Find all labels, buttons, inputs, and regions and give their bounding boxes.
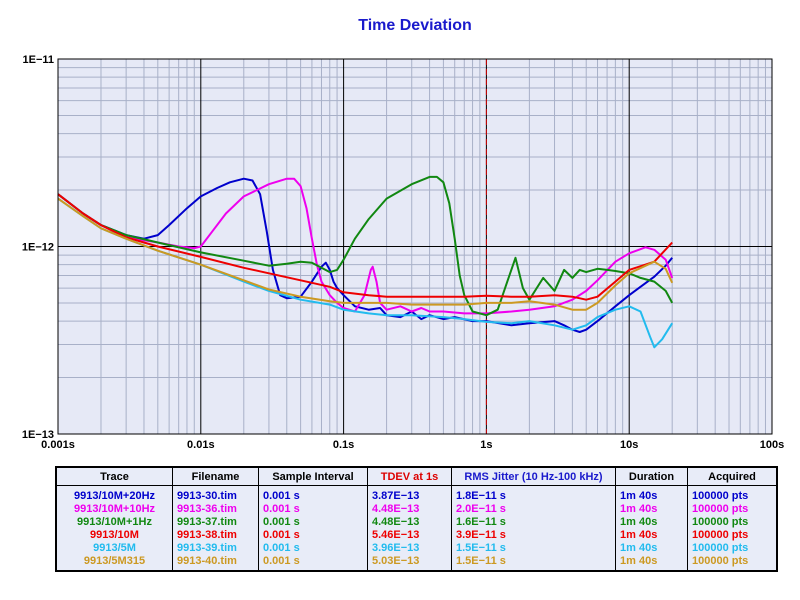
jitter-cell: 1.5E−11 s xyxy=(451,541,616,554)
trace-cell: 9913/10M+10Hz xyxy=(55,502,173,515)
legend-body: 9913/10M+20Hz 9913-30.tim 0.001 s 3.87E−13 1… xyxy=(55,485,778,571)
filename-cell: 9913-39.tim xyxy=(172,541,259,554)
acquired-cell: 100000 pts xyxy=(687,528,778,541)
jitter-cell: 1.8E−11 s xyxy=(451,485,616,502)
series-line-9913-5m315 xyxy=(57,197,674,311)
legend-header-cell: RMS Jitter (10 Hz-100 kHz) xyxy=(451,466,616,486)
x-tick-label: 100s xyxy=(760,439,784,451)
duration-cell: 1m 40s xyxy=(615,554,688,571)
duration-cell: 1m 40s xyxy=(615,502,688,515)
tdev-cell: 4.48E−13 xyxy=(367,515,452,528)
y-tick-label: 1E−13 xyxy=(22,429,54,441)
plot-border xyxy=(57,58,773,435)
jitter-cell: 3.9E−11 s xyxy=(451,528,616,541)
legend-row: 9913/10M+1Hz 9913-37.tim 0.001 s 4.48E−13 1.… xyxy=(55,515,778,528)
interval-cell: 0.001 s xyxy=(258,554,368,571)
acquired-cell: 100000 pts xyxy=(687,554,778,571)
filename-cell: 9913-37.tim xyxy=(172,515,259,528)
y-tick-label: 1E−12 xyxy=(22,242,54,254)
trace-cell: 9913/5M xyxy=(55,541,173,554)
interval-cell: 0.001 s xyxy=(258,528,368,541)
series-line-9913-10m-10hz xyxy=(57,177,674,315)
x-tick-label: 10s xyxy=(620,439,638,451)
acquired-cell: 100000 pts xyxy=(687,541,778,554)
filename-cell: 9913-36.tim xyxy=(172,502,259,515)
jitter-cell: 1.5E−11 s xyxy=(451,554,616,571)
trace-cell: 9913/10M xyxy=(55,528,173,541)
legend-header-cell: Filename xyxy=(172,466,259,486)
tdev-cell: 4.48E−13 xyxy=(367,502,452,515)
x-tick-label: 1s xyxy=(480,439,492,451)
y-tick-label: 1E−11 xyxy=(22,54,54,66)
duration-cell: 1m 40s xyxy=(615,485,688,502)
duration-cell: 1m 40s xyxy=(615,528,688,541)
x-tick-label: 0.01s xyxy=(187,439,215,451)
trace-cell: 9913/5M315 xyxy=(55,554,173,571)
acquired-cell: 100000 pts xyxy=(687,502,778,515)
series-line-9913-10m-1hz xyxy=(57,175,674,317)
interval-cell: 0.001 s xyxy=(258,541,368,554)
series-line-9913-10m xyxy=(57,193,673,301)
legend-row: 9913/10M+10Hz 9913-36.tim 0.001 s 4.48E−13 2… xyxy=(55,502,778,515)
trace-cell: 9913/10M+1Hz xyxy=(55,515,173,528)
duration-cell: 1m 40s xyxy=(615,515,688,528)
series-lines xyxy=(57,175,674,349)
legend-header-cell: TDEV at 1s xyxy=(367,466,452,486)
x-tick-label: 0.1s xyxy=(333,439,354,451)
legend-header-cell: Trace xyxy=(55,466,173,486)
filename-cell: 9913-30.tim xyxy=(172,485,259,502)
legend-row: 9913/10M 9913-38.tim 0.001 s 5.46E−13 3.9E−1… xyxy=(55,528,778,541)
tdev-cell: 5.46E−13 xyxy=(367,528,452,541)
legend-row: 9913/5M315 9913-40.tim 0.001 s 5.03E−13 1.5E… xyxy=(55,554,778,571)
filename-cell: 9913-40.tim xyxy=(172,554,259,571)
acquired-cell: 100000 pts xyxy=(687,515,778,528)
tdev-cell: 5.03E−13 xyxy=(367,554,452,571)
jitter-cell: 2.0E−11 s xyxy=(451,502,616,515)
tdev-cell: 3.96E−13 xyxy=(367,541,452,554)
interval-cell: 0.001 s xyxy=(258,502,368,515)
duration-cell: 1m 40s xyxy=(615,541,688,554)
x-tick-labels: 0.001s 0.01s 0.1s 1s 10s 100s xyxy=(41,439,784,451)
legend-header-row: Trace Filename Sample Interval TDEV at 1s RM… xyxy=(55,466,778,486)
filename-cell: 9913-38.tim xyxy=(172,528,259,541)
legend-header-cell: Acquired xyxy=(687,466,778,486)
series-line-9913-10m-20hz xyxy=(57,177,673,333)
legend-table: Trace Filename Sample Interval TDEV at 1s RM… xyxy=(55,466,778,572)
chart-title: Time Deviation xyxy=(358,17,472,34)
x-tick-label: 0.001s xyxy=(41,439,75,451)
y-tick-labels: 1E−13 1E−12 1E−11 xyxy=(22,54,54,441)
legend-header-cell: Duration xyxy=(615,466,688,486)
legend-header-cell: Sample Interval xyxy=(258,466,368,486)
trace-cell: 9913/10M+20Hz xyxy=(55,485,173,502)
interval-cell: 0.001 s xyxy=(258,485,368,502)
legend-row: 9913/10M+20Hz 9913-30.tim 0.001 s 3.87E−13 1… xyxy=(55,485,778,502)
tdev-cell: 3.87E−13 xyxy=(367,485,452,502)
acquired-cell: 100000 pts xyxy=(687,485,778,502)
time-deviation-plot: 0.001s 0.01s 0.1s 1s 10s 100s 1E−13 1E−12 1E−11 xyxy=(22,54,784,451)
interval-cell: 0.001 s xyxy=(258,515,368,528)
jitter-cell: 1.6E−11 s xyxy=(451,515,616,528)
legend-row: 9913/5M 9913-39.tim 0.001 s 3.96E−13 1.5E−11… xyxy=(55,541,778,554)
